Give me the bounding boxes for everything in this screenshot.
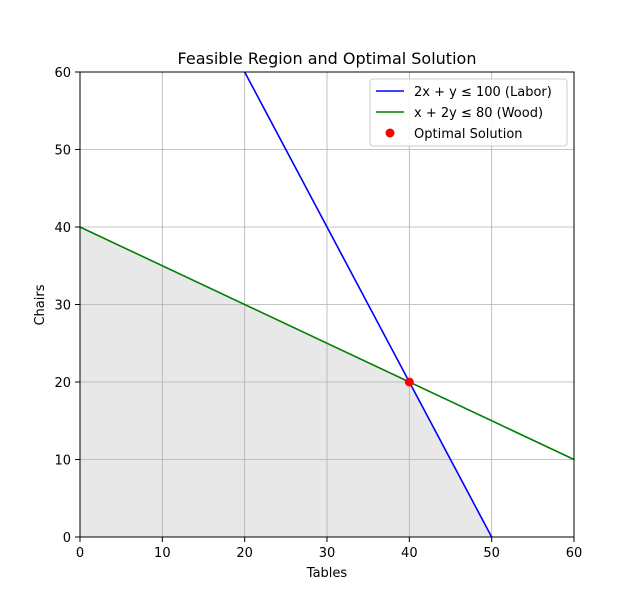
legend-label: 2x + y ≤ 100 (Labor) [414,85,552,100]
series-line-2 [79,226,575,461]
y-tick-label: 60 [54,66,71,81]
series-line-1 [243,71,493,538]
x-tick-label: 10 [154,546,171,561]
y-axis-label: Chairs [33,284,48,325]
legend-box [369,78,568,147]
y-tick-label: 20 [54,376,71,391]
x-tick-label: 60 [566,546,583,561]
y-tick-label: 10 [54,454,71,469]
x-tick-label: 20 [236,546,253,561]
x-tick-label: 0 [76,546,84,561]
chart-title: Feasible Region and Optimal Solution [178,49,477,68]
x-tick-label: 50 [483,546,500,561]
y-tick-label: 30 [54,299,71,314]
legend-swatch-point [385,128,395,138]
legend-label: x + 2y ≤ 80 (Wood) [414,106,543,121]
y-tick-label: 40 [54,221,71,236]
plot-area: 0 10 20 30 40 50 60 0 10 20 30 40 50 60 2x + y ≤ 100 (… [54,66,582,561]
optimal-point [404,377,414,387]
y-tick-label: 50 [54,144,71,159]
x-tick-label: 40 [401,546,418,561]
legend-label: Optimal Solution [414,127,523,142]
x-tick-label: 30 [319,546,336,561]
y-tick-label: 0 [63,531,71,546]
x-axis-label: Tables [306,566,348,581]
